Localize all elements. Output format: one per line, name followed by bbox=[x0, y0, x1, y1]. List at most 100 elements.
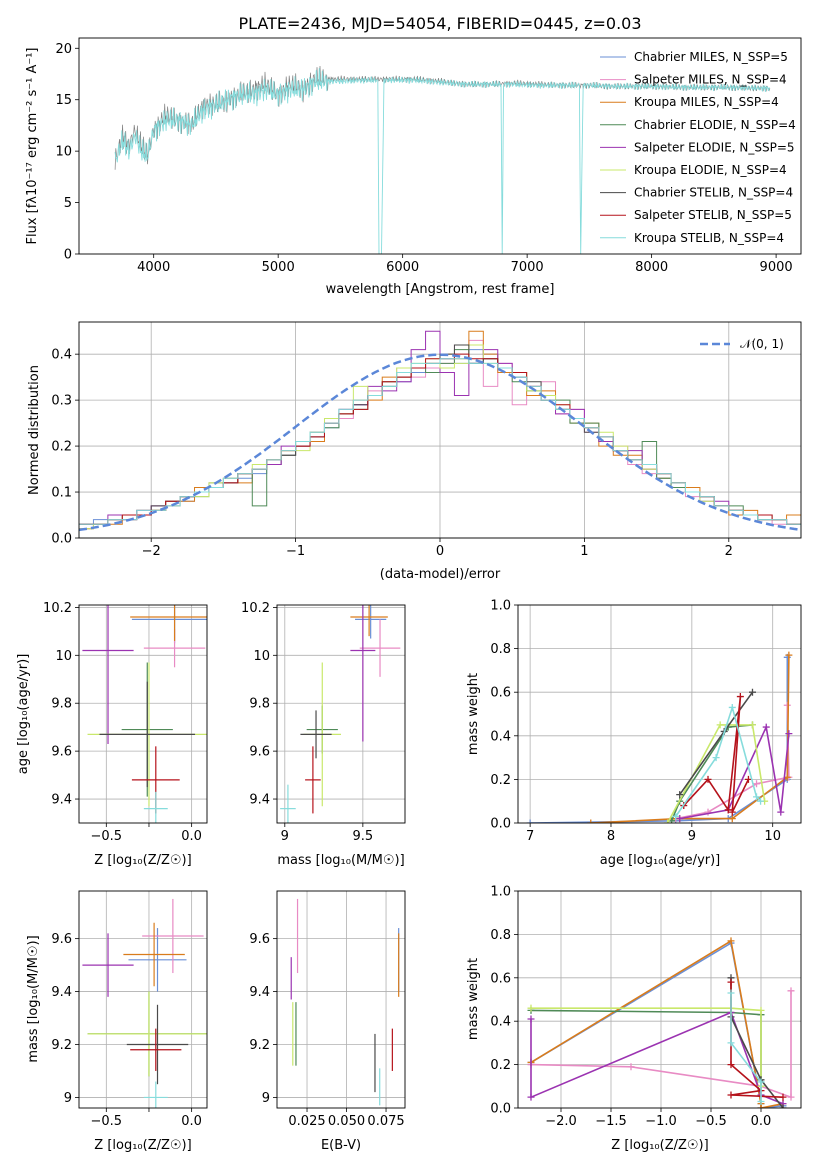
y-tick-label: 0.0 bbox=[490, 1102, 511, 1117]
weight-marker bbox=[757, 1104, 765, 1108]
weight-marker bbox=[748, 721, 756, 729]
weight-marker bbox=[527, 1004, 535, 1012]
y-tick-label: 15 bbox=[55, 93, 72, 108]
weight-line bbox=[530, 939, 784, 1108]
weight-marker bbox=[728, 703, 736, 711]
x-tick-label: 7 bbox=[526, 829, 534, 844]
y-tick-label: 9.8 bbox=[249, 697, 270, 712]
weight-marker bbox=[526, 819, 534, 823]
y-tick-label: 10.2 bbox=[43, 601, 72, 616]
axes-frame bbox=[517, 604, 802, 824]
x-tick-label: 0.075 bbox=[367, 1114, 404, 1129]
y-tick-label: 9.6 bbox=[249, 745, 270, 760]
weight-marker bbox=[704, 808, 712, 816]
x-tick-label: 0 bbox=[436, 544, 444, 559]
y-tick-label: 0.4 bbox=[490, 729, 511, 744]
y-tick-label: 9 bbox=[262, 1091, 270, 1106]
panel-residuals: −2 −1 0 1 2 0.0 0.1 0.2 0.3 0.4 (data-model)/error… bbox=[27, 321, 802, 582]
weight-marker bbox=[712, 754, 720, 762]
y-tick-label: 5 bbox=[64, 196, 72, 211]
x-tick-label: −1.0 bbox=[645, 1114, 677, 1129]
weight-line bbox=[531, 1007, 762, 1087]
weight-marker bbox=[716, 721, 724, 729]
y-tick-label: 9.4 bbox=[51, 793, 72, 808]
weight-marker bbox=[779, 1093, 787, 1101]
plot-area bbox=[290, 898, 400, 1106]
weight-marker bbox=[704, 775, 712, 783]
weight-marker bbox=[727, 1039, 735, 1047]
x-tick-label: −2 bbox=[142, 544, 161, 559]
x-tick-label: 5000 bbox=[262, 260, 295, 275]
legend-label: Salpeter ELODIE, N_SSP=5 bbox=[634, 140, 795, 154]
x-tick-label: 9000 bbox=[760, 260, 793, 275]
spectrum-line bbox=[114, 68, 771, 254]
y-tick-label: 9.4 bbox=[249, 793, 270, 808]
plot-area bbox=[526, 651, 793, 823]
y-tick-label: 20 bbox=[55, 42, 72, 57]
weight-marker bbox=[779, 1104, 787, 1108]
x-tick-label: −0.5 bbox=[91, 829, 123, 844]
panel-age-vs-mass: 9 9.5 9.4 9.6 9.8 10 10.2 mass [log₁₀(M/M☉)] bbox=[241, 601, 406, 868]
weight-marker bbox=[676, 791, 684, 799]
plot-area bbox=[280, 605, 401, 823]
y-axis-label: mass weight bbox=[466, 673, 481, 755]
weight-marker bbox=[762, 723, 770, 731]
x-tick-label: −0.5 bbox=[91, 1114, 123, 1129]
x-axis-label: (data-model)/error bbox=[380, 567, 501, 582]
panel-spectrum: 4000 5000 6000 7000 8000 9000 0 5 10 15 20 waveleng… bbox=[25, 37, 802, 297]
x-tick-label: 9 bbox=[688, 829, 696, 844]
panel-weight-vs-Z: −2.0 −1.5 −1.0 −0.5 0.0 0.0 0.2 0.4 0.6 0.8 1.0 Z [… bbox=[466, 885, 802, 1153]
weight-marker bbox=[753, 780, 761, 788]
y-tick-label: 9 bbox=[64, 1091, 72, 1106]
y-tick-label: 0.4 bbox=[490, 1015, 511, 1030]
y-tick-label: 0.6 bbox=[490, 971, 511, 986]
y-tick-label: 0.4 bbox=[51, 348, 72, 363]
y-tick-label: 0.2 bbox=[51, 440, 72, 455]
y-tick-label: 9.4 bbox=[249, 985, 270, 1000]
y-tick-label: 0.2 bbox=[490, 1058, 511, 1073]
axes-frame bbox=[276, 890, 406, 1109]
x-tick-label: 0.0 bbox=[751, 1114, 772, 1129]
y-tick-label: 9.8 bbox=[51, 697, 72, 712]
x-tick-label: 9 bbox=[281, 829, 289, 844]
x-axis-label: Z [log₁₀(Z/Z☉)] bbox=[94, 1138, 191, 1153]
y-tick-label: 1.0 bbox=[490, 885, 511, 900]
y-tick-label: 9.6 bbox=[249, 932, 270, 947]
weight-marker bbox=[736, 693, 744, 701]
y-tick-label: 9.4 bbox=[51, 985, 72, 1000]
weight-line bbox=[670, 724, 753, 822]
weight-marker bbox=[587, 819, 595, 823]
y-tick-label: 0 bbox=[64, 248, 72, 263]
x-tick-label: 7000 bbox=[511, 260, 544, 275]
weight-marker bbox=[727, 978, 735, 986]
y-tick-label: 10.2 bbox=[241, 601, 270, 616]
y-tick-label: 10 bbox=[253, 649, 270, 664]
weight-marker bbox=[744, 775, 752, 783]
weight-marker bbox=[527, 1093, 535, 1101]
x-tick-label: 0.0 bbox=[181, 1114, 202, 1129]
y-tick-label: 0.2 bbox=[490, 773, 511, 788]
legend-label: Salpeter STELIB, N_SSP=5 bbox=[634, 208, 792, 222]
weight-marker bbox=[724, 806, 732, 814]
panel-age-vs-Z: −0.5 0.0 9.4 9.6 9.8 10 10.2 Z [log₁₀(Z/Z☉)] age… bbox=[16, 601, 208, 868]
axes-frame bbox=[276, 604, 406, 824]
legend-label: Chabrier ELODIE, N_SSP=4 bbox=[634, 118, 796, 132]
axes-frame bbox=[78, 604, 208, 824]
y-axis-label: Flux [fλ10⁻¹⁷ erg cm⁻² s⁻¹ A⁻¹] bbox=[25, 48, 40, 245]
x-axis-label: Z [log₁₀(Z/Z☉)] bbox=[611, 1138, 708, 1153]
legend-label: Chabrier STELIB, N_SSP=4 bbox=[634, 186, 793, 200]
x-tick-label: 8000 bbox=[635, 260, 668, 275]
plot-area bbox=[82, 898, 207, 1108]
weight-marker bbox=[672, 812, 680, 820]
x-tick-label: 9.5 bbox=[353, 829, 374, 844]
x-tick-label: 0.025 bbox=[288, 1114, 325, 1129]
weight-line bbox=[730, 993, 762, 1102]
x-tick-label: 6000 bbox=[386, 260, 419, 275]
x-tick-label: −1 bbox=[286, 544, 305, 559]
plot-area bbox=[82, 605, 207, 823]
y-tick-label: 0.8 bbox=[490, 642, 511, 657]
weight-line bbox=[683, 696, 750, 813]
weight-marker bbox=[785, 651, 793, 659]
weight-marker bbox=[748, 688, 756, 696]
